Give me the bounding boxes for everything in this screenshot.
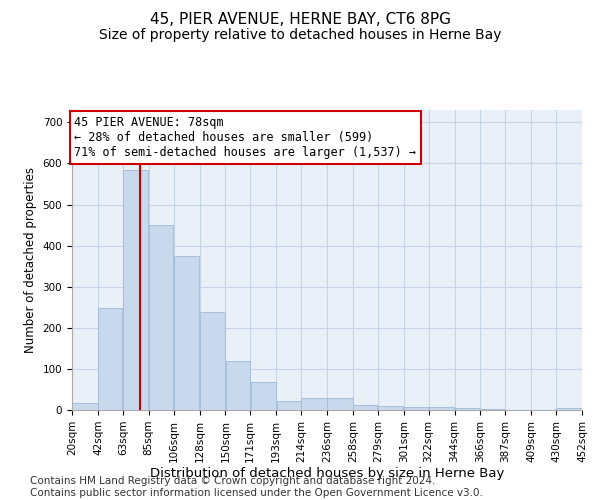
Bar bbox=[301, 398, 327, 410]
Bar bbox=[429, 407, 454, 410]
Bar bbox=[378, 406, 403, 410]
Bar bbox=[226, 360, 250, 410]
Bar bbox=[404, 406, 428, 410]
Bar bbox=[556, 408, 582, 410]
Bar bbox=[481, 409, 505, 410]
Bar bbox=[149, 226, 173, 410]
Bar bbox=[251, 382, 276, 410]
Bar bbox=[353, 405, 377, 410]
Bar bbox=[72, 404, 98, 410]
Bar bbox=[123, 170, 148, 410]
Text: 45 PIER AVENUE: 78sqm
← 28% of detached houses are smaller (599)
71% of semi-det: 45 PIER AVENUE: 78sqm ← 28% of detached … bbox=[74, 116, 416, 159]
Bar bbox=[277, 401, 301, 410]
Y-axis label: Number of detached properties: Number of detached properties bbox=[24, 167, 37, 353]
Bar bbox=[455, 408, 480, 410]
Text: 45, PIER AVENUE, HERNE BAY, CT6 8PG: 45, PIER AVENUE, HERNE BAY, CT6 8PG bbox=[149, 12, 451, 28]
Bar bbox=[174, 256, 199, 410]
Bar bbox=[327, 398, 353, 410]
Bar bbox=[98, 308, 122, 410]
Text: Size of property relative to detached houses in Herne Bay: Size of property relative to detached ho… bbox=[99, 28, 501, 42]
Text: Contains HM Land Registry data © Crown copyright and database right 2024.
Contai: Contains HM Land Registry data © Crown c… bbox=[30, 476, 483, 498]
X-axis label: Distribution of detached houses by size in Herne Bay: Distribution of detached houses by size … bbox=[150, 468, 504, 480]
Bar bbox=[200, 312, 225, 410]
